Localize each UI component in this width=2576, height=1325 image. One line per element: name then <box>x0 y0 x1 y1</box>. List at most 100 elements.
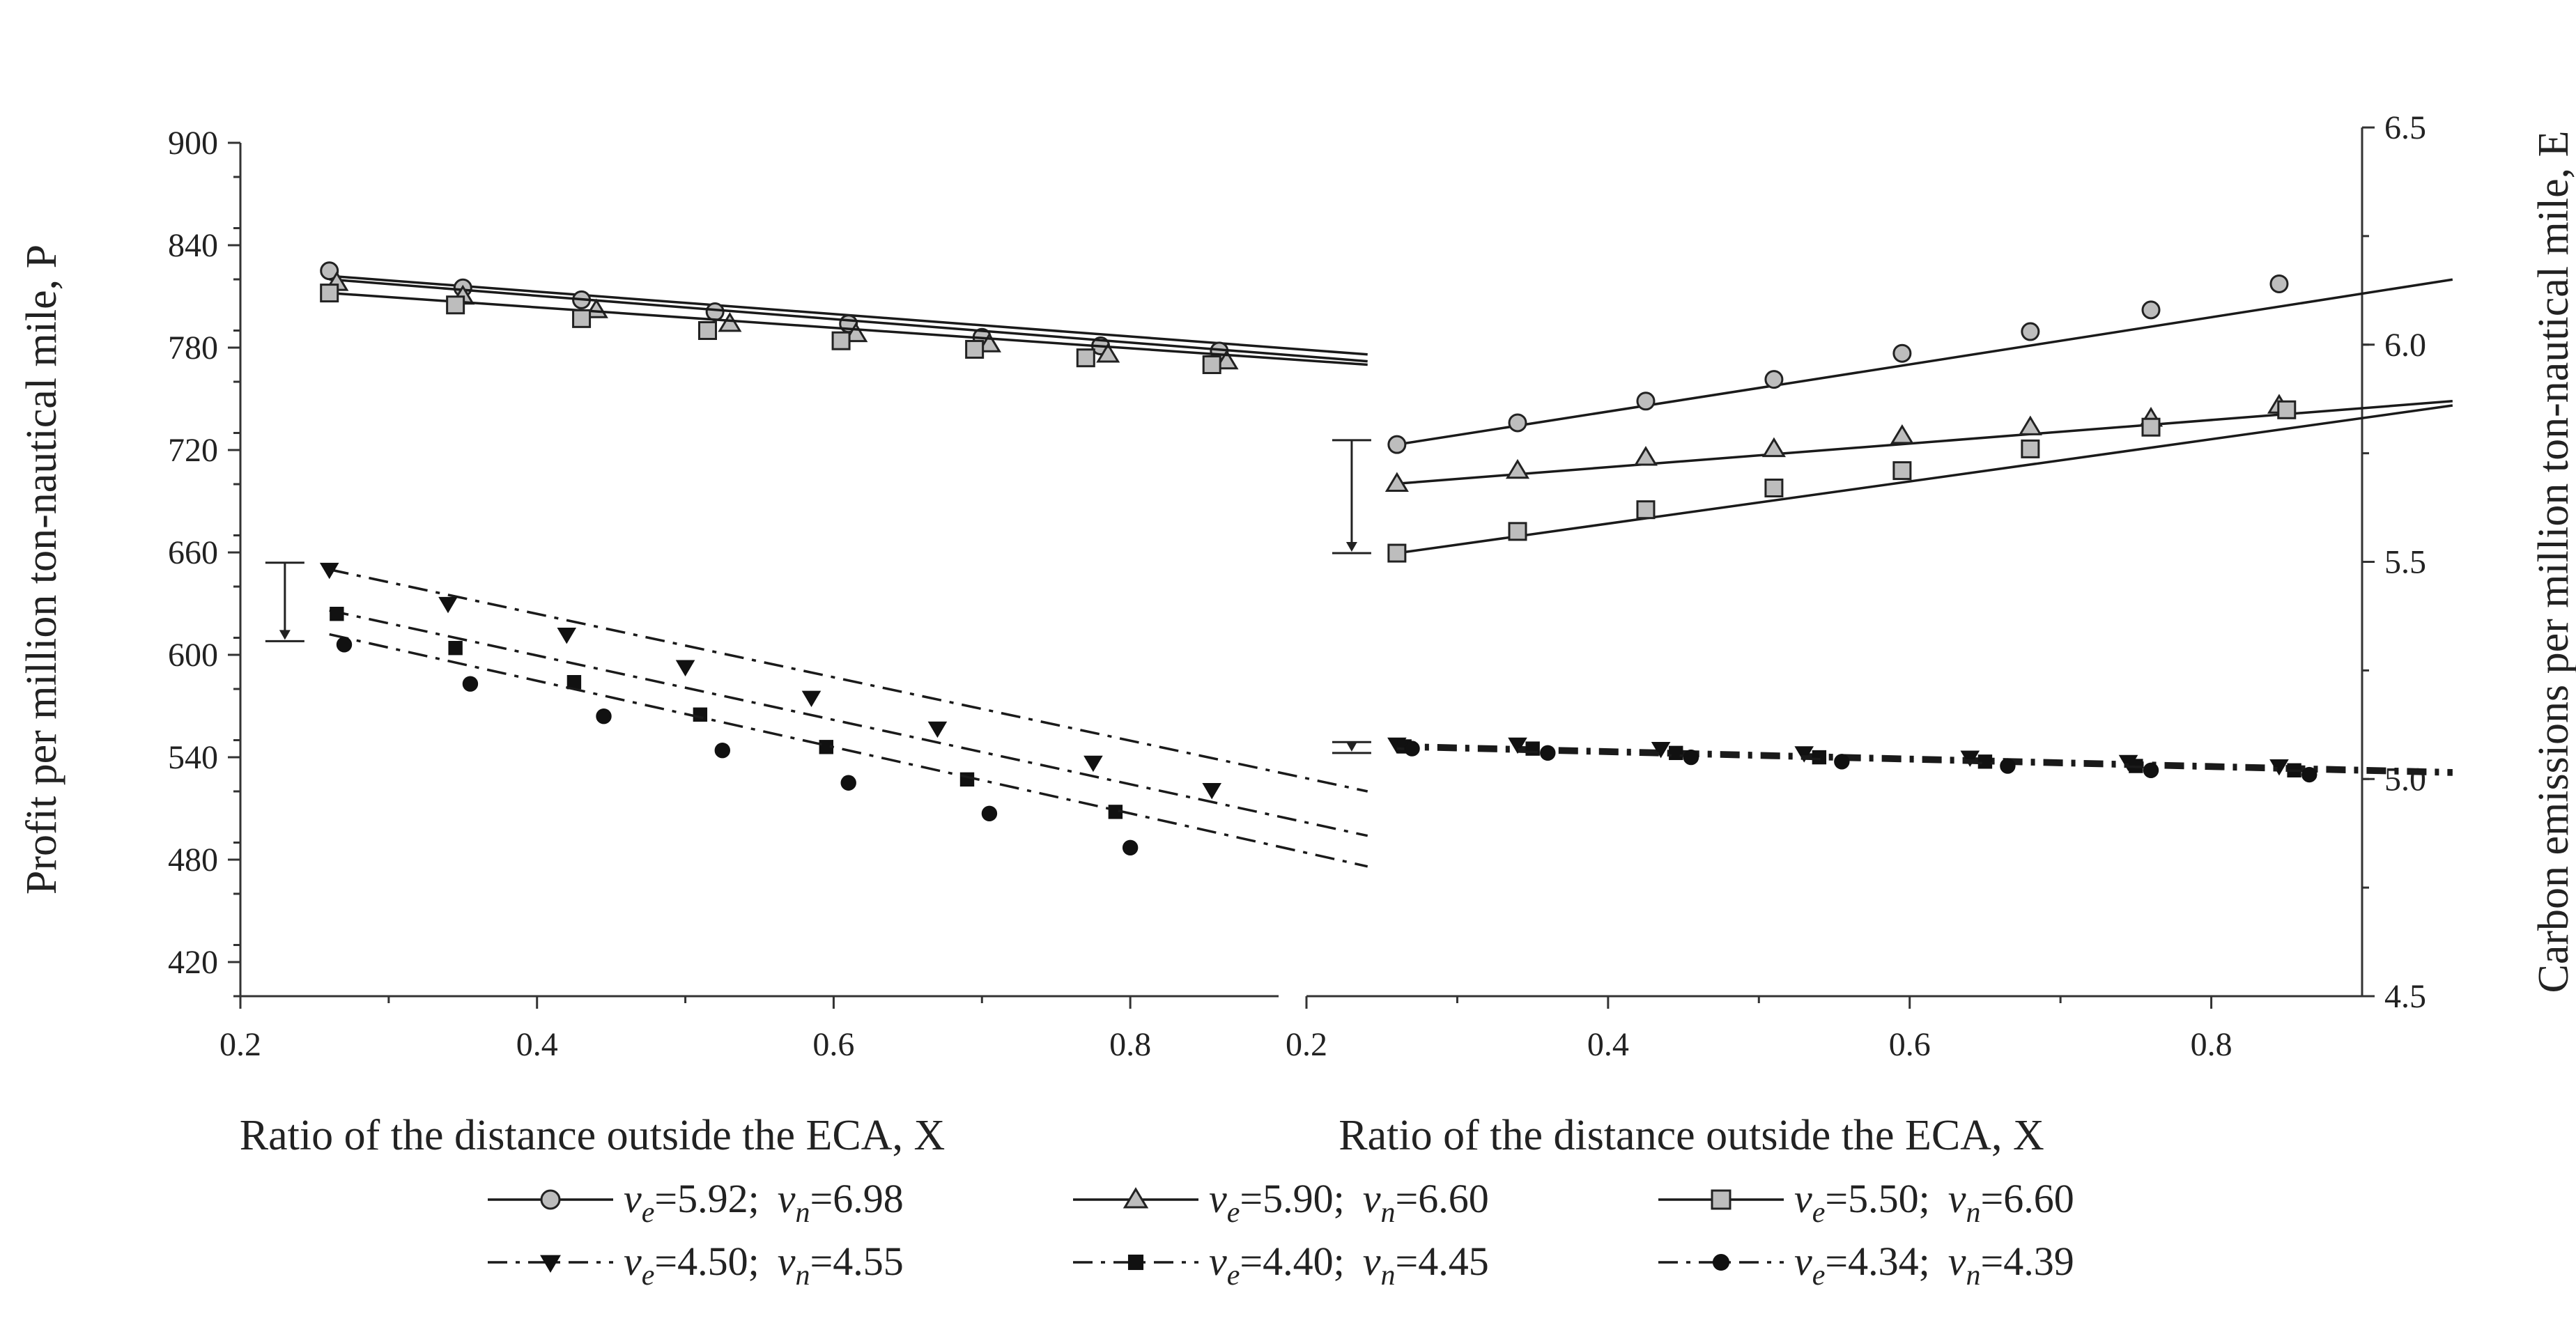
y-axis-title: Profit per million ton-nautical mile, P <box>18 245 65 894</box>
x-tick-label: 0.2 <box>219 1026 261 1063</box>
x-tick-label: 0.2 <box>1286 1026 1327 1063</box>
legend-label-part: =4.55 <box>810 1239 903 1284</box>
legend-label-part: e <box>1227 1260 1240 1292</box>
legend-label-part: n <box>1966 1260 1980 1292</box>
y-tick-label: 720 <box>168 432 218 469</box>
data-point-s3 <box>1508 522 1527 541</box>
data-point-s3 <box>2021 439 2040 458</box>
data-point-s1 <box>2269 274 2289 293</box>
data-point-s3 <box>831 331 851 350</box>
legend-label-part: =4.50; <box>654 1239 759 1284</box>
series-line-s5 <box>329 609 1368 837</box>
legend-label-part: n <box>1380 1260 1395 1292</box>
data-point-s6 <box>2143 762 2159 778</box>
data-point-s6 <box>2000 758 2016 774</box>
legend-label-s5: ve=4.40; vn=4.45 <box>1209 1239 1489 1292</box>
data-point-s4 <box>1202 782 1222 800</box>
data-point-s3 <box>965 339 985 359</box>
legend-label-part: v <box>624 1176 642 1221</box>
data-point-s6 <box>1122 839 1139 856</box>
data-point-s1 <box>1387 435 1407 454</box>
data-point-s4 <box>1960 750 1980 767</box>
legend-label-part: =4.45 <box>1395 1239 1488 1284</box>
data-point-s2 <box>718 311 742 332</box>
data-point-s3 <box>2141 417 2161 437</box>
legend-label-s3: ve=5.50; vn=6.60 <box>1794 1176 2074 1229</box>
legend-label-part: =4.39 <box>1980 1239 2074 1284</box>
data-point-s6 <box>462 676 479 692</box>
data-point-s6 <box>840 775 856 791</box>
legend-label-part: n <box>795 1260 810 1292</box>
legend-label-part: v <box>1948 1176 1966 1221</box>
legend-marker-s3 <box>1711 1189 1732 1210</box>
legend-label-part: n <box>1380 1197 1395 1229</box>
data-point-s3 <box>572 309 592 328</box>
legend-marker-s6 <box>1712 1253 1730 1271</box>
data-point-s1 <box>1764 370 1784 389</box>
y-tick-label: 6.0 <box>2384 327 2426 364</box>
legend-label-part: =5.90; <box>1240 1176 1344 1221</box>
data-point-s1 <box>1892 343 1912 363</box>
legend-label-part: e <box>642 1260 655 1292</box>
legend-marker-s4 <box>540 1255 561 1273</box>
legend-label-part: n <box>795 1197 810 1229</box>
data-point-s6 <box>1404 741 1420 757</box>
x-tick-label: 0.8 <box>2191 1026 2232 1063</box>
data-point-s2 <box>1633 446 1658 466</box>
data-point-s3 <box>1076 348 1095 368</box>
legend-label-part: v <box>1209 1239 1227 1284</box>
y-tick-label: 5.0 <box>2384 761 2426 798</box>
data-point-s4 <box>801 690 822 708</box>
data-point-s4 <box>319 562 339 580</box>
y-axis-title: Carbon emissions per million ton-nautica… <box>2530 130 2576 993</box>
series-line-s4 <box>329 568 1368 793</box>
data-point-s5 <box>1108 805 1123 819</box>
x-tick-label: 0.4 <box>1587 1026 1629 1063</box>
y-tick-label: 5.5 <box>2384 544 2426 581</box>
legend-label-part: v <box>778 1239 796 1284</box>
legend-label-part: v <box>1948 1239 1966 1284</box>
series-line-s5 <box>1396 745 2453 774</box>
y-tick-label: 540 <box>168 739 218 776</box>
y-tick-label: 480 <box>168 842 218 878</box>
data-point-s2 <box>1214 349 1239 370</box>
data-point-s2 <box>977 332 1001 352</box>
data-point-s5 <box>1525 741 1540 756</box>
legend-label-part: v <box>1363 1239 1381 1284</box>
legend-label-part: v <box>778 1176 796 1221</box>
y-tick-label: 420 <box>168 944 218 981</box>
legend-label-part: v <box>1363 1176 1381 1221</box>
data-point-s6 <box>596 708 612 725</box>
data-point-s5 <box>448 641 463 656</box>
legend-label-part: =5.92; <box>654 1176 759 1221</box>
series-line-s2 <box>329 278 1368 363</box>
legend-label-part: e <box>1227 1197 1240 1229</box>
legend-marker-s5 <box>1127 1254 1144 1271</box>
x-axis-title: Ratio of the distance outside the ECA, X <box>1339 1112 2044 1159</box>
legend-label-part: =4.40; <box>1240 1239 1344 1284</box>
data-point-s5 <box>330 607 344 621</box>
data-point-s2 <box>1096 343 1120 363</box>
data-point-s3 <box>698 321 717 340</box>
series-line-s6 <box>1396 747 2453 776</box>
data-point-s4 <box>557 628 577 644</box>
data-point-s3 <box>1892 461 1912 481</box>
data-point-s3 <box>1636 500 1656 520</box>
profit-panel: 0.2 0.4 0.6 0.8 420 480 540 600 660 720 780 840 900 R… <box>18 125 1368 1159</box>
data-point-s2 <box>1385 472 1409 492</box>
y-tick-label: 900 <box>168 125 218 162</box>
data-point-s1 <box>1636 392 1656 411</box>
y-tick-label: 4.5 <box>2384 978 2426 1015</box>
legend-label-part: v <box>1794 1239 1812 1284</box>
data-point-s5 <box>1977 754 1993 769</box>
data-point-s2 <box>2018 415 2042 435</box>
legend-marker-s1 <box>540 1189 561 1210</box>
y-tick-label: 6.5 <box>2384 109 2426 146</box>
data-point-s2 <box>844 322 868 343</box>
legend-label-s4: ve=4.50; vn=4.55 <box>624 1239 904 1292</box>
legend-label-s2: ve=5.90; vn=6.60 <box>1209 1176 1489 1229</box>
x-tick-label: 0.4 <box>516 1026 558 1063</box>
data-point-s5 <box>819 740 833 754</box>
data-point-s3 <box>320 284 339 303</box>
data-point-s6 <box>336 637 353 653</box>
